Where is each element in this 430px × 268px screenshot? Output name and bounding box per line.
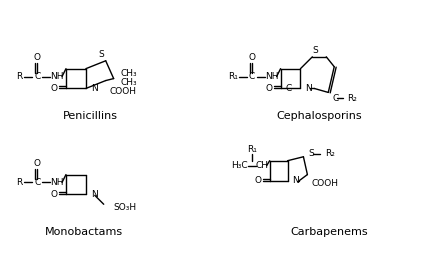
Text: C: C	[34, 178, 40, 187]
Text: O: O	[51, 190, 58, 199]
Text: CH: CH	[255, 161, 268, 170]
Text: C: C	[34, 72, 40, 81]
Text: COOH: COOH	[311, 179, 338, 188]
Text: N: N	[292, 176, 299, 185]
Text: Carbapenems: Carbapenems	[290, 227, 368, 237]
Text: O: O	[265, 84, 272, 93]
Text: Monobactams: Monobactams	[45, 227, 123, 237]
Text: Penicillins: Penicillins	[63, 111, 118, 121]
Text: CH₃: CH₃	[120, 78, 137, 87]
Text: H₃C: H₃C	[231, 161, 248, 170]
Text: O: O	[254, 176, 261, 185]
Text: R₂: R₂	[325, 149, 335, 158]
Text: O: O	[248, 53, 255, 62]
Text: N: N	[91, 190, 98, 199]
Text: R₁: R₁	[228, 72, 238, 81]
Text: SO₃H: SO₃H	[114, 203, 137, 212]
Text: R₁: R₁	[247, 145, 257, 154]
Text: O: O	[51, 84, 58, 93]
Text: NH: NH	[50, 72, 64, 81]
Text: R₂: R₂	[347, 94, 357, 103]
Text: S: S	[313, 46, 318, 55]
Text: N: N	[305, 84, 312, 93]
Text: CH₃: CH₃	[120, 69, 137, 78]
Text: NH: NH	[265, 72, 278, 81]
Text: C: C	[286, 84, 292, 93]
Text: N: N	[91, 84, 98, 93]
Text: S: S	[99, 50, 104, 59]
Text: COOH: COOH	[110, 87, 137, 96]
Text: R: R	[16, 72, 22, 81]
Text: S: S	[308, 149, 314, 158]
Text: R: R	[16, 178, 22, 187]
Text: C: C	[249, 72, 255, 81]
Text: O: O	[34, 159, 41, 168]
Text: Cephalosporins: Cephalosporins	[276, 111, 362, 121]
Text: NH: NH	[50, 178, 64, 187]
Text: C: C	[332, 94, 338, 103]
Text: O: O	[34, 53, 41, 62]
